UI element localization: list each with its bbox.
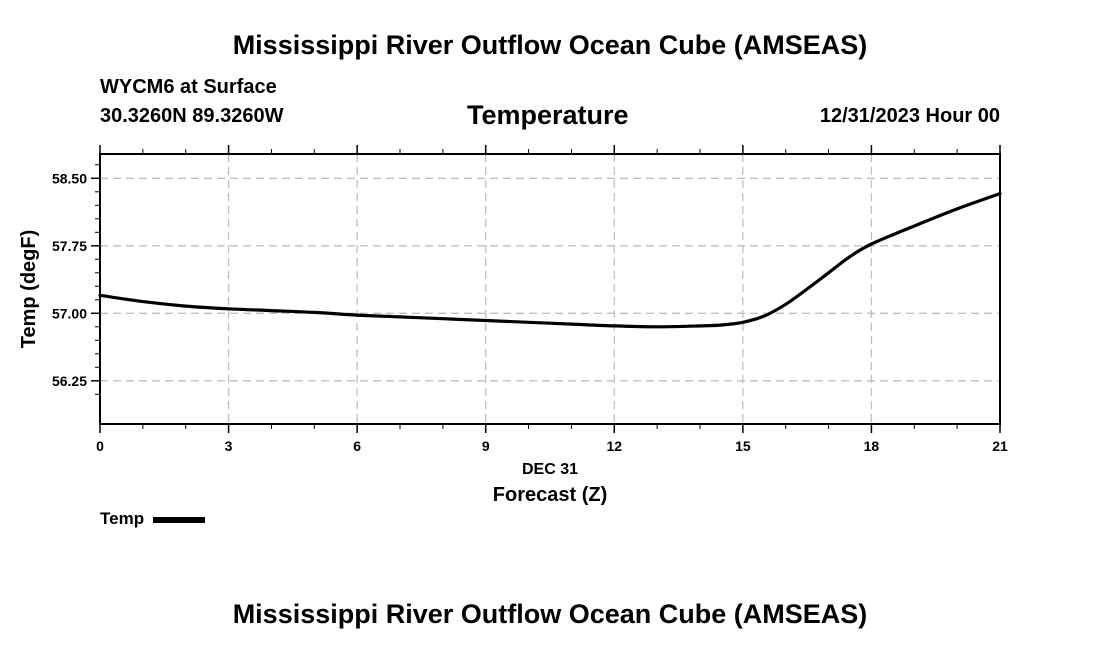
legend: Temp — [100, 509, 206, 529]
y-axis-title: Temp (degF) — [18, 230, 40, 349]
x-tick-label: 21 — [992, 438, 1008, 454]
x-tick-label: 15 — [735, 438, 751, 454]
ticks — [91, 145, 1001, 433]
x-tick-label: 12 — [606, 438, 622, 454]
plot-frame — [99, 153, 1001, 425]
y-tick-label: 56.25 — [52, 373, 87, 389]
grid — [100, 154, 1000, 424]
x-tick-label: 9 — [482, 438, 490, 454]
coordinates-label: 30.3260N 89.3260W — [100, 105, 284, 127]
station-label: WYCM6 at Surface — [100, 76, 277, 98]
y-tick-label: 57.75 — [52, 238, 87, 254]
x-tick-label: 6 — [353, 438, 361, 454]
legend-label: Temp — [100, 509, 145, 528]
y-tick-label: 58.50 — [52, 170, 87, 186]
main-title: Mississippi River Outflow Ocean Cube (AM… — [232, 30, 868, 60]
tick-labels: 0 3 6 9 12 15 18 21 56.25 57.00 57.75 58.50 — [52, 170, 1008, 454]
x-tick-label: 18 — [864, 438, 880, 454]
footer-title: Mississippi River Outflow Ocean Cube (AM… — [232, 599, 868, 629]
x-axis-date-label: DEC 31 — [522, 461, 578, 478]
x-axis-title: Forecast (Z) — [493, 484, 607, 506]
chart-title: Temperature — [467, 100, 629, 130]
series — [98, 192, 1002, 329]
date-label: 12/31/2023 Hour 00 — [819, 105, 1000, 127]
legend-line-swatch — [153, 517, 206, 523]
y-tick-label: 57.00 — [52, 305, 87, 321]
x-tick-label: 3 — [225, 438, 233, 454]
x-tick-label: 0 — [96, 438, 104, 454]
temp-series-line — [98, 192, 1002, 329]
